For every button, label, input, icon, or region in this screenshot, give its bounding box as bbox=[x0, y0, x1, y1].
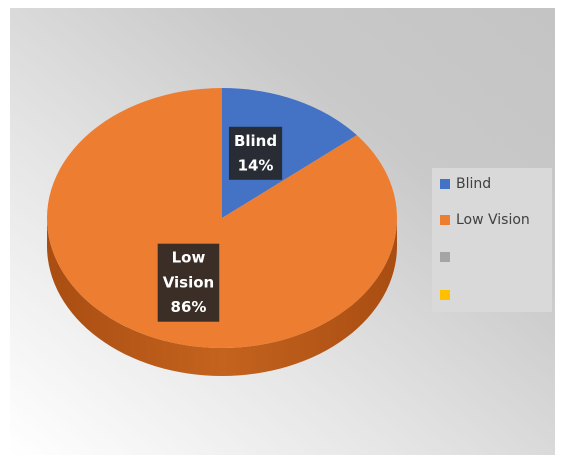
data-label-category: Blind bbox=[234, 131, 277, 149]
legend-swatch bbox=[440, 252, 450, 262]
data-label: Low Vision 86% bbox=[157, 243, 220, 322]
data-label-box bbox=[228, 126, 283, 180]
legend-swatch bbox=[440, 179, 450, 189]
legend-swatch bbox=[440, 290, 450, 300]
data-label-value: 86% bbox=[171, 298, 207, 316]
pie-slice bbox=[222, 88, 357, 218]
legend-swatch bbox=[440, 215, 450, 225]
legend-label: Low Vision bbox=[456, 212, 530, 228]
data-label-category: Low Vision bbox=[163, 248, 215, 291]
legend-label: Blind bbox=[456, 176, 491, 192]
data-label: Blind 14% bbox=[228, 126, 283, 180]
legend-box bbox=[432, 168, 552, 312]
pie-slice bbox=[46, 88, 397, 349]
data-label-box bbox=[157, 243, 220, 322]
pie-side bbox=[47, 218, 397, 376]
data-label-value: 14% bbox=[238, 156, 274, 174]
